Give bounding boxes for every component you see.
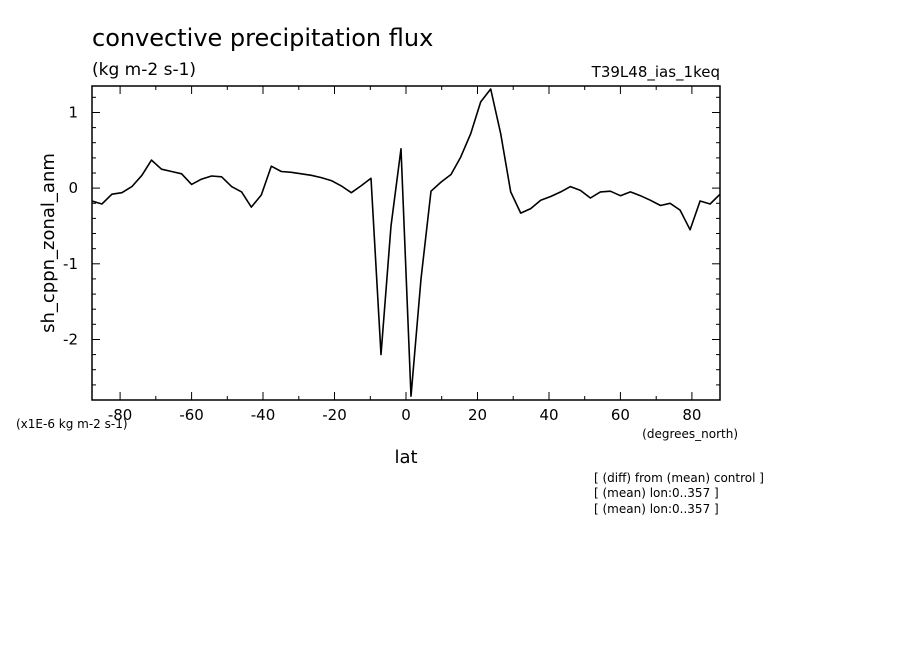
- note-line-3: [ (mean) lon:0..357 ]: [594, 502, 719, 516]
- y-tick-label: -1: [63, 255, 78, 273]
- chart-subtitle: (kg m-2 s-1): [92, 60, 196, 80]
- x-tick-label: 40: [539, 406, 558, 424]
- x-tick-labels: -80 -60 -40 -20 0 20 40 60 80: [108, 406, 702, 424]
- y-tick-labels: -2 -1 0 1: [63, 104, 78, 349]
- tick-marks: [92, 86, 720, 400]
- x-axis-label: lat: [394, 447, 417, 468]
- y-units-label: (x1E-6 kg m-2 s-1): [16, 417, 128, 431]
- x-tick-label: -80: [108, 406, 133, 424]
- series-line: [92, 88, 720, 398]
- plot-area: -80 -60 -40 -20 0 20 40 60 80 -2 -1 0 1: [63, 85, 721, 424]
- x-tick-label: 80: [682, 406, 701, 424]
- x-tick-label: -20: [322, 406, 347, 424]
- x-tick-label: -60: [179, 406, 204, 424]
- note-line-2: [ (mean) lon:0..357 ]: [594, 486, 719, 500]
- x-tick-label: 0: [401, 406, 411, 424]
- y-tick-label: 1: [68, 104, 78, 122]
- series-layer: [92, 88, 720, 398]
- x-tick-label: 20: [468, 406, 487, 424]
- y-axis-label: sh_cppn_zonal_anm: [38, 153, 59, 333]
- note-line-1: [ (diff) from (mean) control ]: [594, 471, 764, 485]
- plot-frame: [91, 85, 721, 401]
- run-label: T39L48_ias_1keq: [591, 63, 720, 82]
- x-units-label: (degrees_north): [642, 427, 738, 441]
- x-tick-label: 60: [611, 406, 630, 424]
- x-tick-label: -40: [251, 406, 276, 424]
- y-tick-label: -2: [63, 331, 78, 349]
- chart-title: convective precipitation flux: [92, 24, 433, 52]
- y-tick-label: 0: [68, 179, 78, 197]
